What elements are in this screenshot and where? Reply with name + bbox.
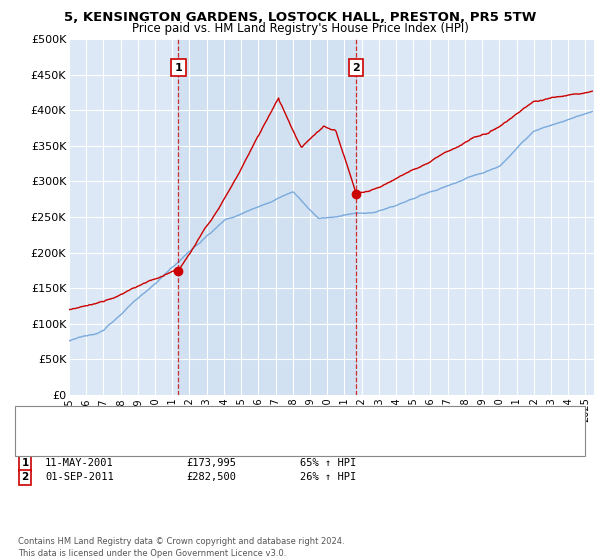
- Text: 5, KENSINGTON GARDENS, LOSTOCK HALL, PRESTON, PR5 5TW: 5, KENSINGTON GARDENS, LOSTOCK HALL, PRE…: [64, 11, 536, 24]
- Text: 2: 2: [22, 472, 29, 482]
- Text: —: —: [27, 428, 43, 443]
- Text: 2: 2: [352, 63, 360, 73]
- Text: Price paid vs. HM Land Registry's House Price Index (HPI): Price paid vs. HM Land Registry's House …: [131, 22, 469, 35]
- Text: —: —: [27, 414, 43, 429]
- Bar: [178, 39, 356, 395]
- Text: 65% ↑ HPI: 65% ↑ HPI: [300, 458, 356, 468]
- Text: 1: 1: [22, 458, 29, 468]
- Text: 5, KENSINGTON GARDENS, LOSTOCK HALL, PRESTON, PR5 5TW (detached house): 5, KENSINGTON GARDENS, LOSTOCK HALL, PRE…: [45, 417, 451, 427]
- Text: 11-MAY-2001: 11-MAY-2001: [45, 458, 114, 468]
- Text: £282,500: £282,500: [186, 472, 236, 482]
- Text: 26% ↑ HPI: 26% ↑ HPI: [300, 472, 356, 482]
- Text: 1: 1: [175, 63, 182, 73]
- Text: £173,995: £173,995: [186, 458, 236, 468]
- Text: 01-SEP-2011: 01-SEP-2011: [45, 472, 114, 482]
- Text: HPI: Average price, detached house, South Ribble: HPI: Average price, detached house, Sout…: [45, 431, 293, 441]
- Text: Contains HM Land Registry data © Crown copyright and database right 2024.
This d: Contains HM Land Registry data © Crown c…: [18, 537, 344, 558]
